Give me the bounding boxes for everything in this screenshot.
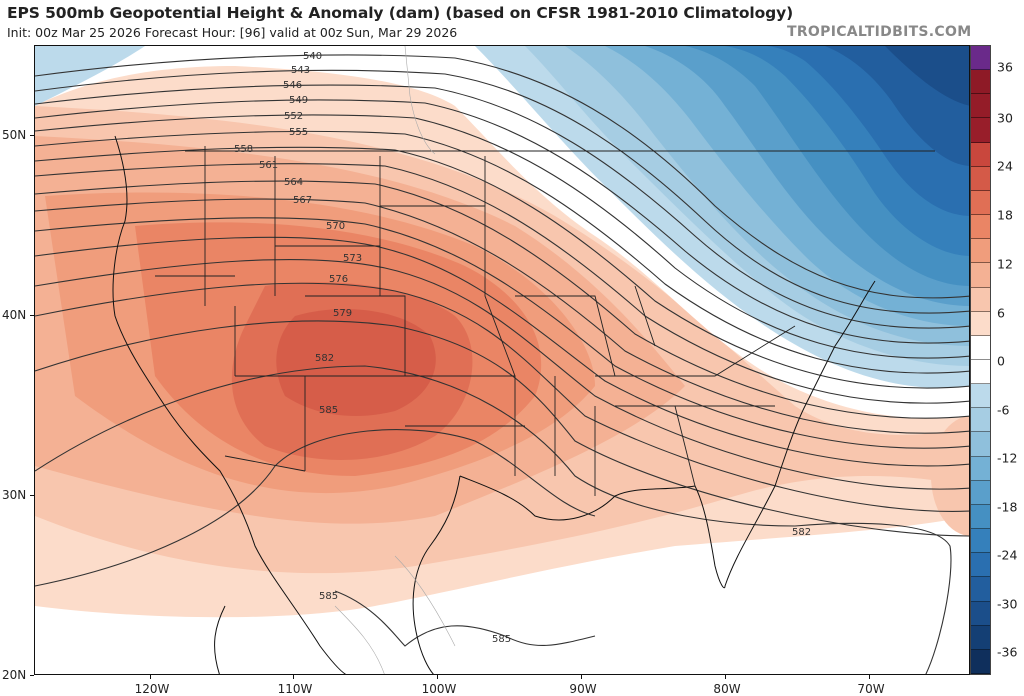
colorbar-segment [971, 94, 990, 119]
contour-label-549: 549 [289, 95, 308, 106]
contour-label-564: 564 [284, 177, 303, 188]
colorbar-segment [971, 287, 990, 312]
colorbar-label: 18 [997, 207, 1013, 223]
map-panel: 540 543 546 549 552 555 558 561 564 567 … [34, 45, 970, 675]
lat-label-50n: 50N [2, 128, 27, 142]
colorbar-segment [971, 529, 990, 554]
colorbar-label: 12 [997, 256, 1013, 272]
colorbar-segment [971, 166, 990, 191]
lon-label-100w: 100W [421, 682, 457, 696]
contour-label-567: 567 [293, 195, 312, 206]
anomaly-fill-neg3-west [35, 46, 145, 106]
colorbar-segment [971, 46, 990, 71]
colorbar-label: 0 [997, 353, 1005, 369]
colorbar-segment [971, 649, 990, 674]
colorbar-label: -36 [997, 644, 1018, 660]
contour-label-573: 573 [343, 253, 362, 264]
lat-label-40n: 40N [2, 308, 27, 322]
colorbar-segment [971, 239, 990, 264]
contour-label-570: 570 [326, 221, 345, 232]
colorbar-label: 24 [997, 158, 1013, 174]
lon-tick [150, 675, 151, 679]
contour-label-585-b: 585 [319, 591, 338, 602]
colorbar-segment [971, 432, 990, 457]
lon-tick [581, 675, 582, 679]
colorbar-label: -12 [997, 450, 1018, 466]
colorbar-label: -6 [997, 402, 1010, 418]
contour-label-582-b: 582 [792, 527, 811, 538]
contour-label-546: 546 [283, 80, 302, 91]
colorbar-label: 30 [997, 110, 1013, 126]
lon-label-120w: 120W [134, 682, 170, 696]
colorbar-segment [971, 625, 990, 650]
anomaly-colorbar [970, 45, 991, 675]
lon-label-110w: 110W [277, 682, 313, 696]
contour-label-585-c: 585 [492, 634, 511, 645]
contour-label-543: 543 [291, 65, 310, 76]
colorbar-segment [971, 553, 990, 578]
colorbar-segment [971, 601, 990, 626]
colorbar-segment [971, 384, 990, 409]
anomaly-map-canvas: 540 543 546 549 552 555 558 561 564 567 … [35, 46, 969, 674]
lat-tick [30, 675, 34, 676]
colorbar-segment [971, 408, 990, 433]
lon-label-80w: 80W [713, 682, 741, 696]
colorbar-segment [971, 577, 990, 602]
colorbar-segment [971, 118, 990, 143]
colorbar-segment [971, 335, 990, 360]
intl-borders [334, 46, 456, 674]
colorbar-segment [971, 360, 990, 385]
colorbar-segment [971, 263, 990, 288]
lon-tick [437, 675, 438, 679]
map-title: EPS 500mb Geopotential Height & Anomaly … [7, 4, 794, 22]
lat-tick [30, 315, 34, 316]
contour-label-582: 582 [315, 353, 334, 364]
anomaly-fill-21 [276, 308, 436, 416]
contour-label-540: 540 [303, 51, 322, 62]
colorbar-segment [971, 504, 990, 530]
colorbar-segment [971, 70, 990, 95]
lon-tick [725, 675, 726, 679]
contour-label-579: 579 [333, 308, 352, 319]
state-borders [155, 146, 935, 496]
colorbar-label: -18 [997, 499, 1018, 515]
colorbar-segment [971, 311, 990, 336]
contour-label-561: 561 [259, 160, 278, 171]
colorbar-segment [971, 215, 990, 240]
colorbar-label: -24 [997, 547, 1018, 563]
contour-labels: 540 543 546 549 552 555 558 561 564 567 … [234, 51, 811, 645]
lon-label-70w: 70W [857, 682, 885, 696]
lon-tick [293, 675, 294, 679]
map-subtitle: Init: 00z Mar 25 2026 Forecast Hour: [96… [7, 25, 458, 40]
contour-label-555: 555 [289, 127, 308, 138]
contour-label-552: 552 [284, 111, 303, 122]
anomaly-fill-atlantic [931, 416, 969, 536]
colorbar-segment [971, 456, 990, 481]
colorbar-label: -30 [997, 596, 1018, 612]
colorbar-segment [971, 142, 990, 167]
colorbar-segment [971, 190, 990, 216]
lat-tick [30, 495, 34, 496]
anomaly-fill-neg30 [885, 46, 969, 106]
coastlines [112, 135, 876, 674]
height-contours [35, 54, 969, 674]
brand-watermark: TROPICALTIDBITS.COM [787, 24, 972, 40]
lon-tick [869, 675, 870, 679]
contour-label-576: 576 [329, 274, 348, 285]
lat-tick [30, 135, 34, 136]
contour-label-558: 558 [234, 144, 253, 155]
contour-label-585: 585 [319, 405, 338, 416]
anomaly-fill-neutral-south [35, 516, 969, 674]
colorbar-segment [971, 480, 990, 505]
lat-label-30n: 30N [2, 488, 27, 502]
colorbar-label: 36 [997, 59, 1013, 75]
lon-label-90w: 90W [569, 682, 597, 696]
lat-label-20n: 20N [2, 668, 27, 682]
colorbar-label: 6 [997, 305, 1005, 321]
